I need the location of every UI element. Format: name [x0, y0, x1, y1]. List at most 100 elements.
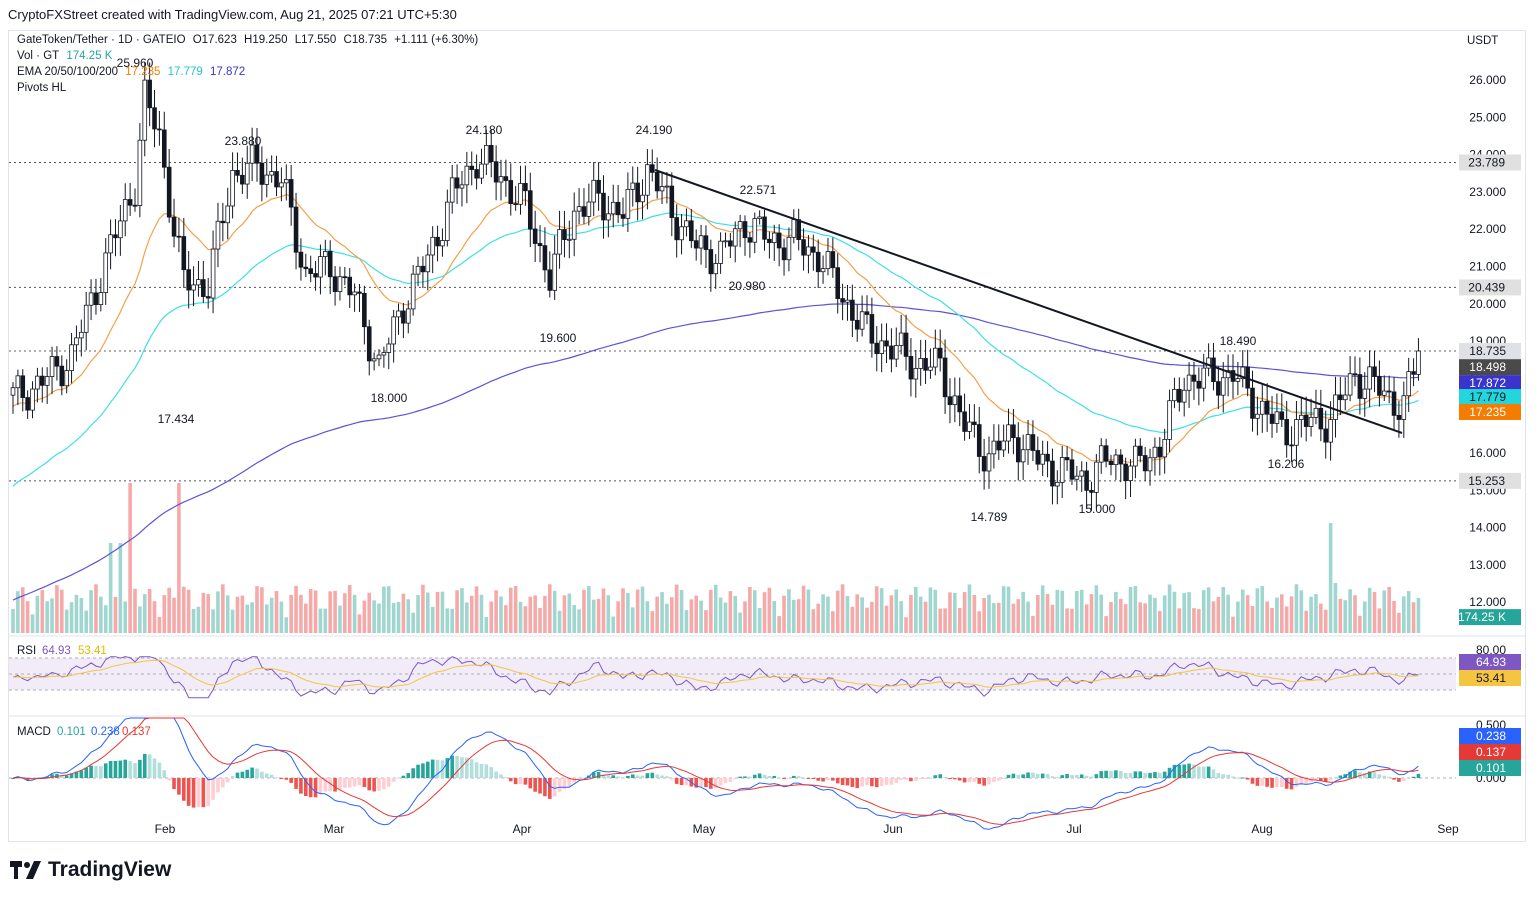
- candle-down: [1137, 445, 1143, 456]
- macd-histogram-bar: [752, 774, 757, 778]
- volume-bar: [1079, 589, 1084, 633]
- macd-histogram-bar: [323, 778, 328, 792]
- volume-bar: [1128, 586, 1133, 633]
- candle-up: [1020, 449, 1026, 463]
- x-tick-label: Jun: [883, 822, 902, 836]
- candle-down: [362, 292, 367, 328]
- volume-bar: [1167, 584, 1172, 633]
- candle-down: [1284, 419, 1289, 446]
- candle-up: [15, 375, 21, 389]
- volume-bar: [484, 616, 489, 633]
- candle-up: [122, 199, 128, 222]
- candle-down: [39, 375, 45, 386]
- candle-up: [283, 179, 289, 184]
- candle-up: [410, 273, 416, 310]
- volume-bar: [752, 590, 757, 633]
- candle-down: [342, 276, 348, 279]
- symbol-name: GateToken/Tether · 1D · GATEIO: [17, 34, 186, 46]
- candle-down: [171, 216, 177, 237]
- macd-histogram-bar: [743, 776, 747, 778]
- candle-up: [1094, 461, 1099, 493]
- macd-histogram-bar: [1392, 778, 1396, 780]
- volume-bar: [518, 601, 523, 633]
- macd-histogram-bar: [182, 778, 186, 801]
- rsi-line: [12, 656, 1419, 699]
- volume-bar: [1245, 595, 1250, 633]
- candle-up: [1055, 481, 1060, 487]
- macd-histogram-bar: [801, 777, 806, 779]
- candle-up: [1381, 390, 1387, 396]
- candle-down: [1084, 470, 1089, 491]
- volume-bar: [1221, 586, 1226, 633]
- y-tick-label: 14.000: [1469, 521, 1506, 535]
- macd-histogram-bar: [557, 778, 562, 792]
- macd-histogram-bar: [1011, 773, 1016, 778]
- candle-down: [357, 291, 362, 294]
- macd-histogram-bar: [304, 778, 308, 797]
- candle-up: [1201, 367, 1207, 389]
- volume-bar: [1338, 598, 1343, 633]
- volume-bar: [1211, 601, 1216, 633]
- volume-bar: [709, 589, 713, 633]
- volume-bar: [1362, 601, 1367, 633]
- candle-down: [615, 201, 621, 216]
- macd-histogram-bar: [352, 778, 357, 787]
- volume-bar: [718, 597, 723, 633]
- candle-up: [464, 165, 470, 186]
- volume-bar: [108, 543, 113, 633]
- macd-histogram-bar: [650, 772, 655, 778]
- macd-histogram-bar: [299, 778, 303, 794]
- candle-up: [137, 139, 143, 206]
- ohlc-low: L17.550: [294, 34, 337, 46]
- price-tag-label: 17.779: [1469, 390, 1506, 404]
- macd-histogram-bar: [1001, 778, 1006, 779]
- macd-histogram-bar: [64, 775, 69, 778]
- volume-bar: [1372, 591, 1377, 633]
- candle-down: [474, 169, 479, 179]
- macd-histogram-bar: [699, 778, 703, 787]
- candle-up: [1299, 414, 1304, 420]
- volume-bar: [333, 590, 337, 633]
- macd-histogram-bar: [748, 776, 752, 778]
- candle-down: [332, 276, 338, 293]
- macd-histogram-bar: [1250, 778, 1255, 784]
- candle-up: [108, 234, 113, 254]
- macd-histogram-bar: [826, 778, 830, 781]
- price-tag-label: 18.498: [1469, 360, 1506, 374]
- volume-bar: [738, 612, 742, 633]
- macd-histogram-bar: [421, 763, 425, 778]
- candle-down: [689, 220, 694, 242]
- macd-histogram-bar: [767, 775, 772, 778]
- volume-bar: [1216, 596, 1221, 633]
- candle-up: [820, 268, 826, 273]
- candle-down: [1377, 376, 1382, 396]
- macd-histogram-bar: [216, 778, 220, 793]
- candle-down: [542, 245, 548, 271]
- volume-bar: [430, 606, 435, 633]
- volume-bar: [1323, 609, 1328, 633]
- macd-histogram-bar: [577, 778, 581, 779]
- volume-bar: [55, 585, 59, 633]
- macd-histogram-bar: [1021, 774, 1025, 778]
- macd-histogram-bar: [909, 778, 913, 782]
- candle-down: [1015, 437, 1021, 463]
- price-tag-bg: [1459, 375, 1521, 392]
- candle-down: [1050, 460, 1055, 487]
- volume-bar: [782, 595, 786, 633]
- candle-down: [981, 456, 987, 472]
- candle-down: [596, 179, 601, 194]
- volume-value: 174.25 K: [66, 50, 113, 62]
- candle-up: [1416, 350, 1421, 375]
- macd-histogram-bar: [1079, 774, 1084, 778]
- volume-bar: [1187, 592, 1191, 633]
- candle-down: [972, 421, 977, 425]
- macd-histogram-bar: [572, 778, 576, 783]
- volume-bar: [1260, 586, 1265, 633]
- candle-up: [386, 343, 392, 353]
- volume-bar: [177, 483, 181, 633]
- volume-bar: [845, 595, 850, 633]
- macd-histogram-bar: [1387, 776, 1391, 778]
- macd-histogram-bar: [1231, 776, 1235, 778]
- macd-histogram-bar: [177, 778, 181, 795]
